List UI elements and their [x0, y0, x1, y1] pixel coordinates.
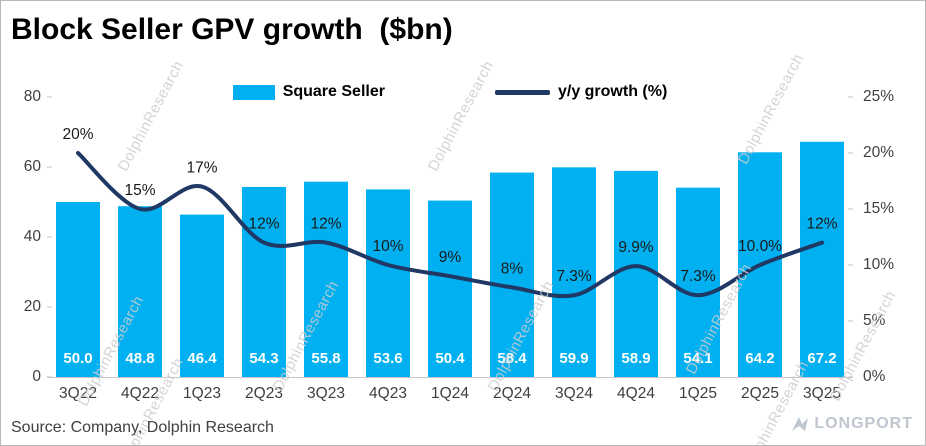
bar-3Q23: [304, 181, 348, 377]
legend-label-square-seller: Square Seller: [282, 83, 385, 100]
line-swatch-icon: [494, 89, 550, 95]
bar-4Q22: [118, 206, 162, 377]
right-axis-label: 10%: [863, 256, 895, 273]
x-axis-label-1Q23: 1Q23: [183, 385, 221, 402]
x-axis-label-3Q22: 3Q22: [59, 385, 97, 402]
left-axis-label: 80: [23, 88, 41, 105]
left-axis-label: 0: [32, 368, 41, 385]
chart-title: Block Seller GPV growth ($bn): [11, 13, 453, 46]
bar-value-label: 55.8: [311, 350, 340, 367]
growth-value-label: 10.0%: [738, 238, 782, 255]
bar-value-label: 46.4: [187, 350, 217, 367]
bar-value-label: 50.0: [63, 350, 92, 367]
x-axis-label-4Q24: 4Q24: [617, 385, 655, 402]
x-axis-label-2Q24: 2Q24: [493, 385, 531, 402]
growth-value-label: 8%: [501, 260, 524, 277]
source-note: Source: Company, Dolphin Research: [11, 419, 274, 436]
longport-logo: LONGPORT: [791, 415, 913, 433]
left-axis-label: 20: [23, 298, 41, 315]
growth-value-label: 7.3%: [556, 268, 592, 285]
left-axis-label: 40: [23, 228, 41, 245]
bar-2Q24: [490, 172, 534, 377]
x-axis: 3Q22 4Q22 1Q23 2Q23 3Q23 4Q23 1Q24 2Q24 3Q24 4Q24…: [47, 385, 853, 403]
right-axis-label: 20%: [863, 144, 895, 161]
right-axis-label: 15%: [863, 200, 895, 217]
left-axis-label: 60: [23, 158, 41, 175]
bar-value-label: 53.6: [373, 350, 402, 367]
bar-1Q25: [676, 187, 720, 377]
growth-value-label: 12%: [806, 216, 837, 233]
growth-value-label: 7.3%: [680, 268, 716, 285]
growth-value-label: 10%: [372, 238, 403, 255]
longport-logo-text: LONGPORT: [814, 415, 913, 432]
x-axis-label-1Q25: 1Q25: [679, 385, 717, 402]
legend-item-square-seller: Square Seller: [232, 83, 385, 101]
legend: Square Seller y/y growth (%): [47, 81, 853, 103]
bar-3Q22: [56, 202, 100, 377]
x-axis-label-1Q24: 1Q24: [431, 385, 469, 402]
x-axis-label-3Q24: 3Q24: [555, 385, 593, 402]
growth-value-label: 15%: [124, 182, 155, 199]
bar-value-label: 58.9: [621, 350, 650, 367]
bar-value-label: 64.2: [745, 350, 774, 367]
legend-item-yy-growth: y/y growth (%): [494, 83, 668, 101]
bar-value-label: 48.8: [125, 350, 154, 367]
growth-line: [76, 151, 824, 299]
bar-value-label: 54.1: [683, 350, 712, 367]
bar-4Q24: [614, 170, 658, 377]
right-axis-label: 5%: [863, 312, 886, 329]
x-axis-label-2Q23: 2Q23: [245, 385, 283, 402]
bar-value-label: 54.3: [249, 350, 278, 367]
bar-4Q23: [366, 189, 410, 377]
bar-value-label: 50.4: [435, 350, 465, 367]
growth-value-label: 20%: [62, 126, 93, 143]
bar-3Q24: [552, 167, 596, 377]
x-axis-label-4Q23: 4Q23: [369, 385, 407, 402]
growth-value-label: 12%: [248, 216, 279, 233]
bar-3Q25: [800, 141, 844, 377]
x-axis-label-2Q25: 2Q25: [741, 385, 779, 402]
bar-1Q23: [180, 214, 224, 377]
bar-2Q23: [242, 186, 286, 377]
x-axis-label-4Q22: 4Q22: [121, 385, 159, 402]
bar-1Q24: [428, 200, 472, 377]
bar-value-label: 58.4: [497, 350, 527, 367]
x-axis-label-3Q23: 3Q23: [307, 385, 345, 402]
chart-plot: 50.0 48.8 46.4 54.3 55.8 53.6 50.4 58.4 59.9 58.9…: [47, 96, 853, 378]
bar-value-label: 67.2: [807, 350, 836, 367]
right-axis-label: 0%: [863, 368, 886, 385]
bar-value-label: 59.9: [559, 350, 588, 367]
longport-logo-icon: [792, 417, 809, 431]
bar-swatch-icon: [232, 84, 275, 100]
growth-value-label: 9%: [439, 249, 462, 266]
growth-value-label: 9.9%: [618, 239, 654, 256]
growth-value-label: 12%: [310, 216, 341, 233]
legend-label-yy-growth: y/y growth (%): [557, 83, 668, 100]
right-axis-label: 25%: [863, 88, 895, 105]
growth-value-label: 17%: [186, 160, 217, 177]
x-axis-label-3Q25: 3Q25: [803, 385, 841, 402]
